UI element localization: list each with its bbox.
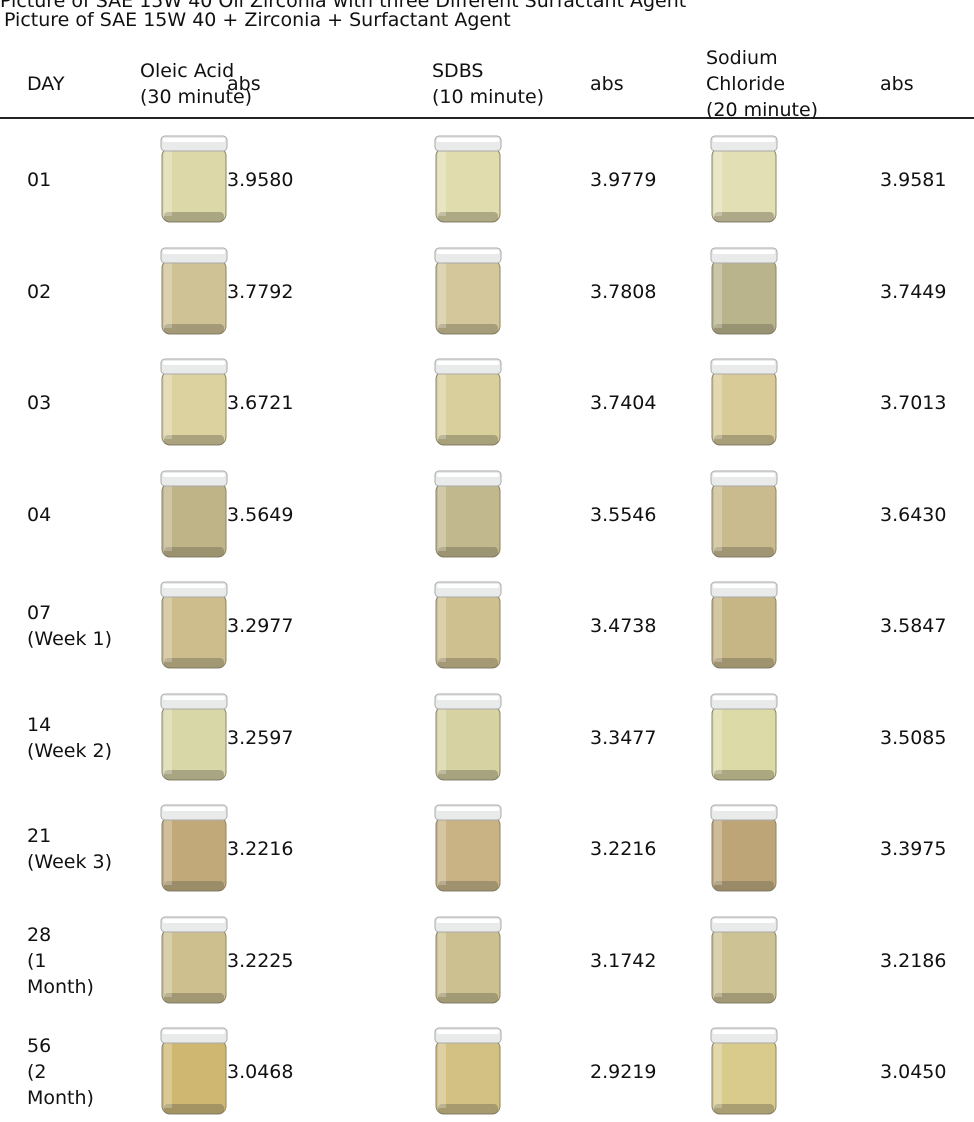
sample-jar <box>710 581 778 669</box>
column-header: Chloride <box>706 73 786 95</box>
day-label: (2 <box>27 1061 47 1083</box>
abs-value: 3.2225 <box>227 949 294 972</box>
column-header: DAY <box>27 73 65 95</box>
abs-value: 3.3975 <box>880 838 947 860</box>
abs-value: 3.7449 <box>880 280 947 303</box>
column-header: abs <box>227 73 261 95</box>
sample-jar <box>710 470 778 557</box>
column-header: abs <box>590 73 624 95</box>
day-label: 28 <box>27 923 52 946</box>
sample-jar <box>434 581 502 669</box>
column-header: Sodium <box>706 47 778 69</box>
abs-value: 3.2216 <box>590 838 657 860</box>
page-title: Picture of SAE 15W 40 Oil Zirconia with … <box>0 0 687 12</box>
abs-value: 3.9581 <box>880 169 947 191</box>
day-label: (Week 3) <box>27 851 113 873</box>
sample-jar <box>160 247 228 334</box>
sample-jar <box>160 693 228 780</box>
sample-jar <box>434 358 502 446</box>
sample-jar <box>434 693 502 780</box>
abs-value: 3.5546 <box>590 503 657 526</box>
sample-jar <box>434 804 502 892</box>
sample-jar <box>160 804 228 892</box>
column-header: (30 minute) <box>140 86 253 108</box>
day-label: 04 <box>27 503 52 526</box>
sample-jar <box>710 358 778 446</box>
sample-jar <box>710 916 778 1003</box>
abs-value: 3.5649 <box>227 503 294 526</box>
day-label: 03 <box>27 392 52 414</box>
sample-jar <box>160 581 228 669</box>
sample-jar <box>710 247 778 334</box>
abs-value: 3.5085 <box>880 726 947 749</box>
abs-value: 3.6721 <box>227 392 294 414</box>
abs-value: 3.2216 <box>227 838 294 860</box>
abs-value: 3.9779 <box>590 169 657 191</box>
day-label: (Week 2) <box>27 739 113 762</box>
abs-value: 3.0450 <box>880 1061 947 1083</box>
abs-value: 3.7404 <box>590 392 657 414</box>
column-header: Oleic Acid <box>140 60 235 82</box>
sample-jar <box>434 1027 502 1115</box>
abs-value: 3.9580 <box>227 169 294 191</box>
sample-jar <box>160 470 228 557</box>
sample-jar <box>434 470 502 557</box>
day-label: 14 <box>27 713 52 736</box>
abs-value: 3.6430 <box>880 503 947 526</box>
abs-value: 3.2597 <box>227 726 294 749</box>
abs-value: 3.2977 <box>227 615 294 637</box>
column-header: SDBS <box>432 60 484 82</box>
sample-jar <box>710 693 778 780</box>
header-rule <box>0 117 974 119</box>
sample-jar <box>710 804 778 892</box>
abs-value: 3.7792 <box>227 280 294 303</box>
sample-jar <box>434 135 502 223</box>
abs-value: 3.5847 <box>880 615 947 637</box>
sample-jar <box>710 1027 778 1115</box>
abs-value: 3.0468 <box>227 1061 294 1083</box>
sample-jar <box>434 247 502 334</box>
day-label: (1 <box>27 949 47 972</box>
column-header: abs <box>880 73 914 95</box>
abs-value: 2.9219 <box>590 1061 657 1083</box>
sample-jar <box>160 916 228 1003</box>
sample-jar <box>434 916 502 1003</box>
day-label: 21 <box>27 825 52 847</box>
day-label: 01 <box>27 169 52 191</box>
day-label: Month) <box>27 1087 94 1109</box>
table-caption: Picture of SAE 15W 40 + Zirconia + Surfa… <box>4 9 511 31</box>
day-label: (Week 1) <box>27 628 113 650</box>
sample-jar <box>160 358 228 446</box>
sample-jar <box>160 1027 228 1115</box>
day-label: 07 <box>27 602 52 624</box>
column-header: (20 minute) <box>706 99 819 121</box>
abs-value: 3.3477 <box>590 726 657 749</box>
abs-value: 3.1742 <box>590 949 657 972</box>
abs-value: 3.7013 <box>880 392 947 414</box>
abs-value: 3.2186 <box>880 949 947 972</box>
column-header: (10 minute) <box>432 86 545 108</box>
day-label: 56 <box>27 1035 52 1057</box>
abs-value: 3.4738 <box>590 615 657 637</box>
day-label: Month) <box>27 975 94 998</box>
sample-jar <box>710 135 778 223</box>
day-label: 02 <box>27 280 52 303</box>
sample-jar <box>160 135 228 223</box>
abs-value: 3.7808 <box>590 280 657 303</box>
